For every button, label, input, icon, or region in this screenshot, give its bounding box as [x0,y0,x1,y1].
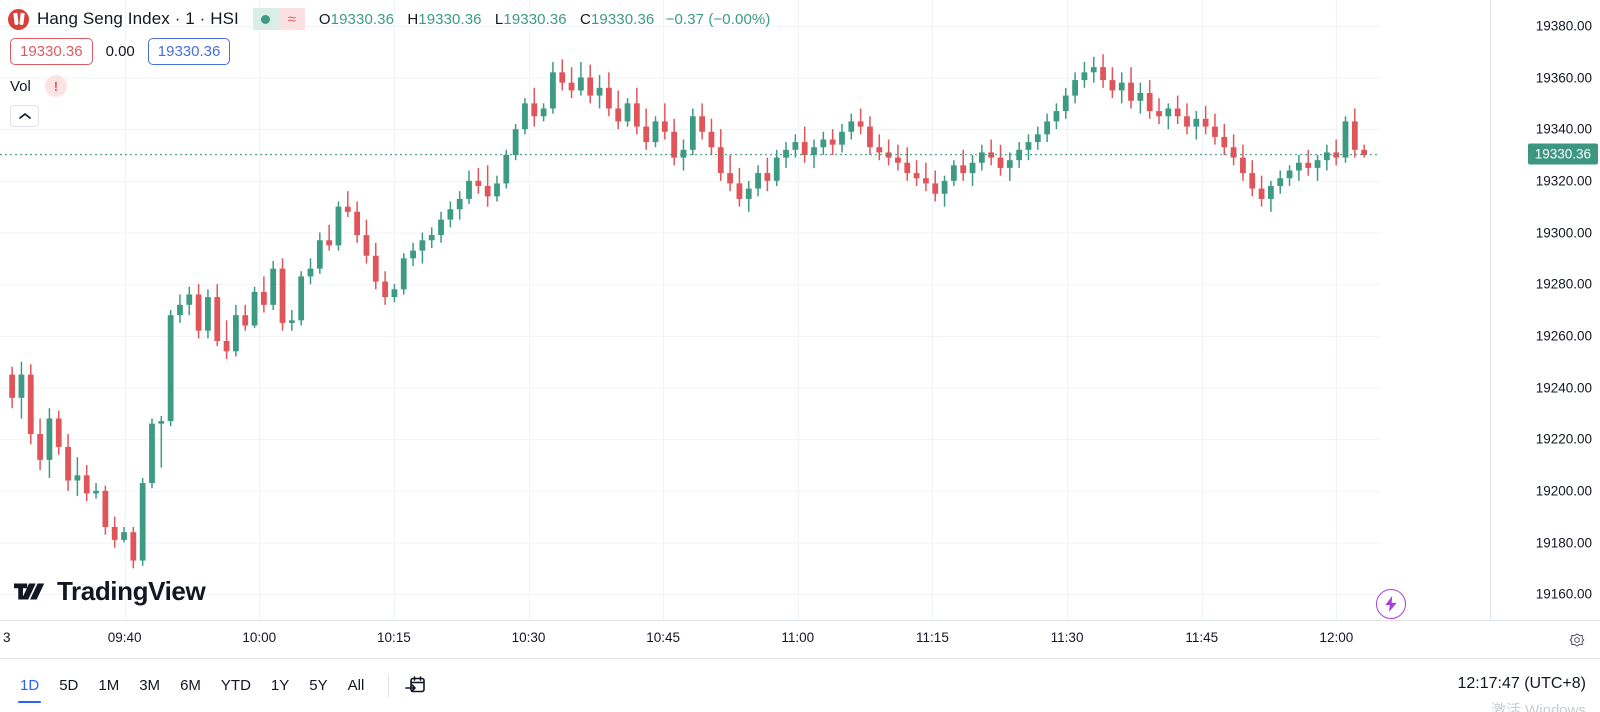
price-tick-label: 19260.00 [1535,328,1592,344]
current-price-badge[interactable]: 19330.36 [1527,143,1598,165]
ohlc-close-value: 19330.36 [590,10,655,28]
time-tick-label: 11:30 [1050,630,1084,645]
green-dot-icon [261,14,271,24]
price-tick-label: 19220.00 [1535,431,1592,447]
price-tick-label: 19300.00 [1535,225,1592,240]
volume-label[interactable]: Vol [10,77,31,95]
price-tick-label: 19280.00 [1535,276,1592,292]
price-tick-label: 19200.00 [1535,483,1592,499]
timeframe-button-ytd[interactable]: YTD [220,677,251,694]
chevron-up-icon [18,113,31,119]
price-tick-label: 19180.00 [1535,535,1592,550]
price-tick-label: 19320.00 [1535,173,1592,189]
warning-icon[interactable]: ! [44,75,67,97]
os-activation-watermark: 激活 Windows [1490,702,1586,712]
price-tick-label: 19340.00 [1535,121,1592,137]
time-tick-label: 10:00 [242,630,277,645]
clock-display[interactable]: 12:17:47 (UTC+8) [1457,675,1586,692]
indicator-value-red[interactable]: 19330.36 [10,38,93,65]
indicator-toggles: ≈ [252,8,305,30]
goto-date-icon[interactable] [403,674,427,698]
indicator-value-middle: 0.00 [105,43,135,60]
time-tick-label: 12:00 [1319,630,1354,645]
time-tick-label: 10:30 [511,630,546,645]
collapse-pane-button[interactable] [10,105,39,127]
timeframe-button-5y[interactable]: 5Y [309,677,328,694]
price-tick-label: 19240.00 [1535,380,1592,395]
tradingview-logo: TradingView [14,576,206,607]
volume-legend: Vol ! [10,75,67,97]
timeframe-button-3m[interactable]: 3M [139,677,161,694]
time-tick-label: 10:15 [376,630,411,645]
chart-gridlines [0,0,1380,620]
time-tick-label: 11:15 [916,630,949,645]
ohlc-values: O19330.36 H19330.36 L19330.36 C19330.36 … [319,11,771,28]
hsi-logo-icon [8,8,29,30]
gear-icon[interactable] [1568,631,1586,649]
toggle-green-dot[interactable] [252,8,279,30]
ohlc-low-label: L [494,10,504,28]
timeframe-button-1d[interactable]: 1D [10,674,49,703]
time-tick-label: 3 [3,630,11,645]
symbol-title[interactable]: Hang Seng Index · 1 · HSI [37,9,239,28]
lightning-glyph-icon [1385,596,1397,612]
lightning-bolt-icon[interactable] [1376,589,1406,619]
ohlc-close-label: C [580,10,591,28]
toolbar-divider [388,674,390,697]
ohlc-high-value: 19330.36 [418,10,482,28]
time-tick-label: 09:40 [107,630,142,645]
timeframe-button-1y[interactable]: 1Y [270,677,290,694]
price-tick-label: 19160.00 [1535,586,1592,602]
time-axis[interactable]: 3 09:40 10:00 10:15 10:30 10:45 11:00 11:15 11:3… [0,620,1600,658]
timeframe-button-1m[interactable]: 1M [98,677,120,694]
candlestick-series [9,54,1368,569]
current-price-line [0,153,1380,156]
ohlc-low-value: 19330.36 [503,10,567,28]
tradingview-mark-icon [14,583,45,600]
ohlc-open-label: O [318,10,331,28]
price-tick-label: 19380.00 [1535,18,1592,34]
timeframe-buttons: 1D 5D 1M 3M 6M YTD 1Y 5Y All [10,674,374,703]
toggle-wave-icon[interactable]: ≈ [278,8,305,30]
indicator-values-row: 19330.36 0.00 19330.36 [10,38,231,65]
chart-legend-header: Hang Seng Index · 1 · HSI ≈ O19330.36 H1… [8,6,770,32]
tradingview-logo-text: TradingView [57,576,206,606]
timeframe-button-all[interactable]: All [347,677,365,694]
time-tick-label: 11:45 [1185,630,1219,645]
time-tick-label: 11:00 [781,630,815,645]
indicator-value-blue[interactable]: 19330.36 [147,38,231,65]
time-tick-label: 10:45 [646,630,681,645]
timeframe-button-5d[interactable]: 5D [59,677,79,694]
ohlc-change-value: −0.37 (−0.00%) [665,10,771,28]
ohlc-open-value: 19330.36 [330,10,395,28]
price-axis[interactable]: 19160.00 19180.00 19200.00 19220.00 19240.00… [1490,0,1600,620]
chart-plot-area[interactable] [0,0,1490,620]
bottom-toolbar: 1D 5D 1M 3M 6M YTD 1Y 5Y All 12:17:47 (UTC+8) 激活… [0,658,1600,712]
timeframe-button-6m[interactable]: 6M [180,677,201,694]
ohlc-high-label: H [407,10,419,28]
price-tick-label: 19360.00 [1535,70,1592,85]
